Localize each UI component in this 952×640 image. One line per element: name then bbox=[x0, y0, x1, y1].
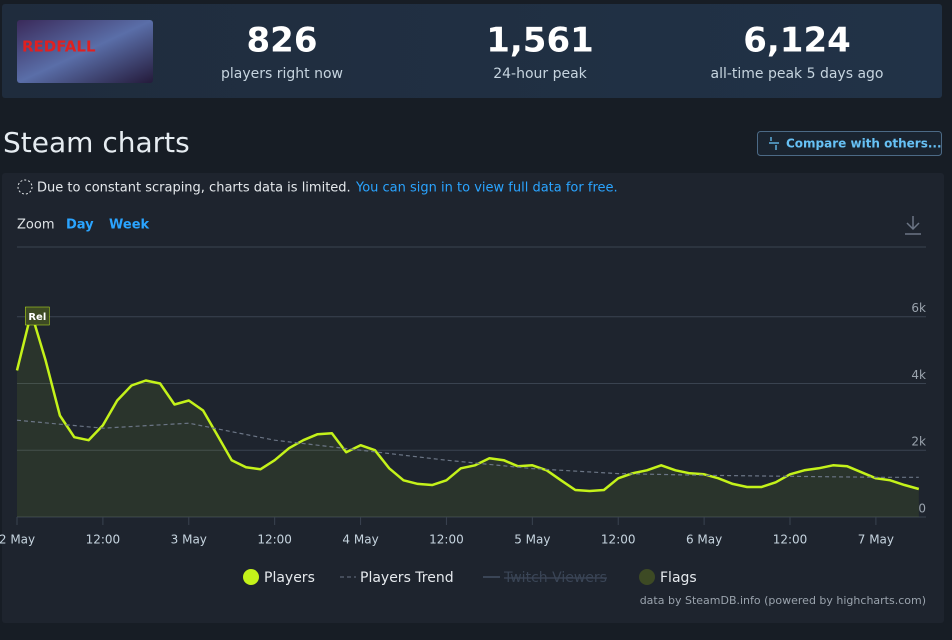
legend-label: Players Trend bbox=[360, 570, 454, 586]
x-tick-label: 12:00 bbox=[429, 533, 464, 547]
stat-label: all-time peak 5 days ago bbox=[710, 66, 883, 82]
stat-value: 826 bbox=[247, 21, 318, 61]
plot: 0 2k 4k 6k 2 May 12:00 3 May 12:00 4 May 12:00 5 M… bbox=[0, 301, 926, 546]
y-tick-label: 6k bbox=[911, 301, 926, 315]
download-icon[interactable] bbox=[905, 216, 921, 235]
x-tick-label: 12:00 bbox=[257, 533, 292, 547]
zoom-option[interactable]: Day bbox=[66, 218, 94, 233]
compare-icon bbox=[769, 137, 779, 150]
game-name: REDFALL bbox=[22, 38, 96, 56]
x-tick-label: 4 May bbox=[342, 533, 378, 547]
legend-label: Players bbox=[264, 570, 315, 586]
legend-marker bbox=[639, 569, 655, 585]
zoom-option[interactable]: Week bbox=[109, 218, 150, 233]
line bbox=[15, 311, 920, 493]
x-tick-label: 6 May bbox=[686, 533, 722, 547]
y-tick-label: 4k bbox=[911, 368, 926, 382]
y-tick-label: 2k bbox=[911, 435, 926, 449]
x-tick-label: 12:00 bbox=[601, 533, 636, 547]
credit: data by SteamDB.info (powered by highcha… bbox=[640, 594, 926, 607]
game-logo[interactable] bbox=[17, 20, 153, 83]
compare-label: Compare with others... bbox=[786, 137, 942, 151]
header-card bbox=[2, 4, 942, 98]
legend-label: Flags bbox=[660, 570, 697, 586]
x-tick-label: 3 May bbox=[171, 533, 207, 547]
trend-line bbox=[16, 419, 919, 478]
legend-label[interactable]: Twitch Viewers bbox=[503, 570, 607, 586]
notice-text: Due to constant scraping, charts data is… bbox=[37, 181, 351, 196]
flag bbox=[25, 306, 50, 326]
legend-marker bbox=[243, 569, 259, 585]
x-tick-label: 5 May bbox=[514, 533, 550, 547]
stat-value: 6,124 bbox=[743, 21, 851, 61]
compare-button[interactable] bbox=[757, 131, 942, 156]
notice-icon bbox=[17, 179, 33, 195]
notice-link[interactable]: You can sign in to view full data for fr… bbox=[355, 181, 618, 196]
x-tick-label: 7 May bbox=[858, 533, 894, 547]
flag-label: Rel bbox=[28, 312, 46, 323]
stat-label: 24-hour peak bbox=[493, 66, 587, 82]
chart-panel bbox=[2, 173, 944, 623]
zoom-label: Zoom bbox=[17, 218, 54, 233]
stat-label: players right now bbox=[221, 66, 343, 82]
section-title: Steam charts bbox=[3, 126, 190, 159]
x-tick-label: 2 May bbox=[0, 533, 35, 547]
x-tick-label: 12:00 bbox=[773, 533, 808, 547]
y-tick-label: 0 bbox=[918, 502, 926, 516]
stat-value: 1,561 bbox=[486, 21, 594, 61]
x-tick-label: 12:00 bbox=[86, 533, 121, 547]
